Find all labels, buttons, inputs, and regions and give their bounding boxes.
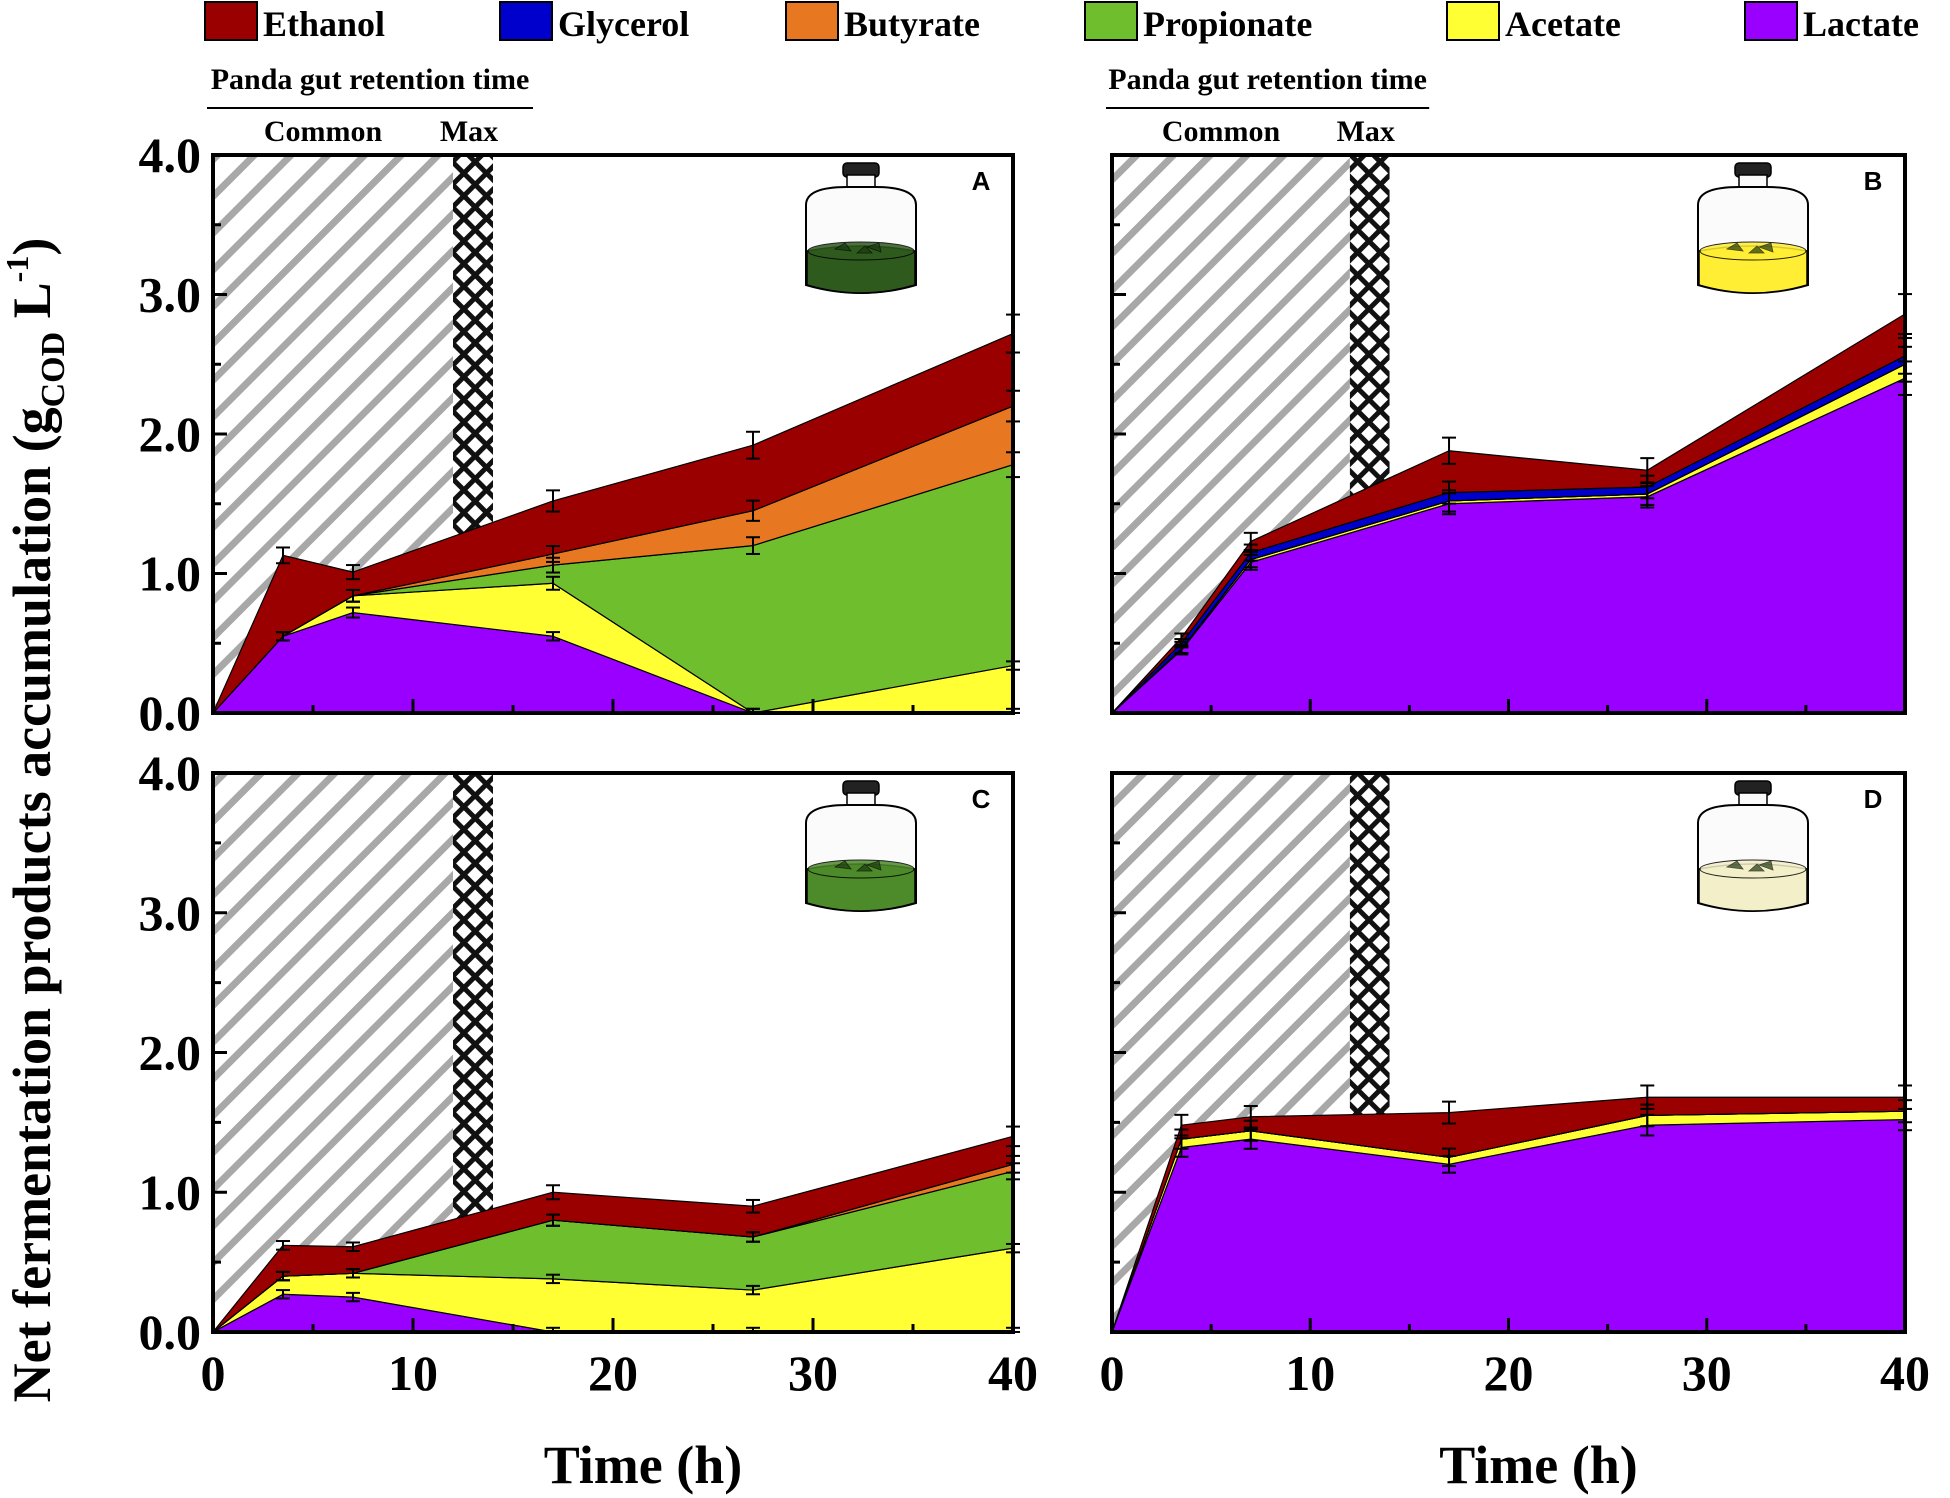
error-bar (346, 588, 360, 603)
legend-label: Glycerol (558, 4, 689, 44)
error-bar (746, 1231, 760, 1243)
retention-common-label: Common (1162, 115, 1281, 148)
error-bar (1442, 480, 1457, 505)
retention-max-label: Max (1337, 115, 1395, 148)
legend-label: Lactate (1803, 4, 1919, 44)
panel-label: B (1864, 166, 1883, 196)
y-tick-label: 3.0 (139, 885, 202, 941)
error-bar (276, 1270, 290, 1282)
legend-swatch (204, 1, 258, 41)
error-bar (546, 1213, 560, 1227)
x-tick-label: 10 (1285, 1345, 1335, 1401)
panel-d: 0 10 20 30 40 Time (h) D (1100, 771, 1930, 1495)
error-bar (746, 499, 760, 522)
legend-label: Ethanol (263, 4, 385, 44)
error-bar (276, 1240, 290, 1251)
legend-swatch (499, 1, 553, 41)
error-bar (546, 545, 560, 563)
error-bar (1243, 531, 1258, 551)
legend-swatch (1084, 1, 1138, 41)
x-tick-label: 20 (588, 1345, 638, 1401)
error-bar (346, 606, 360, 619)
y-axis-title: Net fermentation products accumulation (… (0, 238, 72, 1403)
retention-header-left: Panda gut retention time Common Max (207, 63, 533, 148)
legend-item-glycerol: Glycerol (499, 1, 689, 44)
panel-label: D (1864, 784, 1883, 814)
legend-swatch (785, 1, 839, 41)
legend-item-propionate: Propionate (1084, 1, 1312, 44)
x-tick-label: 0 (201, 1345, 226, 1401)
legend-swatch (1446, 1, 1500, 41)
error-bar (276, 546, 290, 565)
panel-c: 0.0 1.0 2.0 3.0 4.0 0 10 20 30 40 Time (h) C (139, 745, 1039, 1495)
y-tick-label: 0.0 (139, 685, 202, 741)
x-tick-label: 30 (788, 1345, 838, 1401)
panel-b: B (1110, 153, 1912, 715)
error-bar (546, 575, 560, 591)
error-bar (546, 1184, 560, 1201)
x-tick-label: 10 (388, 1345, 438, 1401)
error-bar (546, 489, 560, 513)
error-bar (546, 631, 560, 642)
x-axis-title: Time (h) (544, 1435, 743, 1495)
error-bar (1174, 1113, 1189, 1137)
error-bar (1640, 457, 1655, 484)
error-bar (546, 1273, 560, 1285)
x-tick-label: 20 (1484, 1345, 1534, 1401)
y-tick-label: 0.0 (139, 1304, 202, 1360)
error-bar (346, 564, 360, 581)
error-bar (1640, 1084, 1655, 1110)
y-tick-label: 4.0 (139, 127, 202, 183)
error-bar (746, 430, 760, 460)
legend-item-ethanol: Ethanol (204, 1, 385, 44)
x-tick-label: 40 (1880, 1345, 1930, 1401)
error-bar (346, 1268, 360, 1279)
y-tick-label: 1.0 (139, 1164, 202, 1220)
y-tick-label: 4.0 (139, 745, 202, 801)
legend-label: Butyrate (844, 4, 980, 44)
panel-a: 0.0 1.0 2.0 3.0 4.0 A (139, 127, 1020, 741)
error-bar (746, 1284, 760, 1296)
legend-item-acetate: Acetate (1446, 1, 1621, 44)
retention-title: Panda gut retention time (211, 63, 530, 96)
legend-swatch (1744, 1, 1798, 41)
bioreactor-jar-icon (1697, 780, 1809, 912)
bioreactor-jar-icon (1697, 162, 1809, 294)
y-tick-label: 1.0 (139, 546, 202, 602)
y-tick-label: 3.0 (139, 267, 202, 323)
panels: 0.0 1.0 2.0 3.0 4.0 A B 0.0 1.0 2.0 3.0 4.0 0 10 20 30 4… (139, 127, 1931, 1495)
error-bar (1243, 1105, 1258, 1129)
legend-item-lactate: Lactate (1744, 1, 1919, 44)
panel-label: C (972, 784, 991, 814)
error-bar (1174, 632, 1189, 643)
error-bar (746, 536, 760, 555)
error-bar (1442, 1100, 1457, 1125)
x-tick-label: 40 (988, 1345, 1038, 1401)
legend-label: Acetate (1505, 4, 1621, 44)
retention-title: Panda gut retention time (1108, 63, 1427, 96)
error-bar (1442, 436, 1457, 465)
bioreactor-jar-icon (805, 162, 917, 294)
legend: Ethanol Glycerol Butyrate Propionate Acetate… (204, 1, 1919, 44)
x-tick-label: 30 (1682, 1345, 1732, 1401)
legend-item-butyrate: Butyrate (785, 1, 980, 44)
y-tick-label: 2.0 (139, 1025, 202, 1081)
retention-max-label: Max (440, 115, 498, 148)
panel-label: A (972, 166, 991, 196)
error-bar (276, 631, 290, 642)
error-bar (276, 1289, 290, 1300)
retention-common-label: Common (264, 115, 383, 148)
error-bar (346, 1291, 360, 1303)
error-bar (346, 1241, 360, 1253)
error-bar (1442, 1147, 1457, 1168)
retention-header-right: Panda gut retention time Common Max (1106, 63, 1430, 148)
bioreactor-jar-icon (805, 780, 917, 912)
legend-label: Propionate (1143, 4, 1312, 44)
error-bar (746, 1198, 760, 1214)
y-tick-label: 2.0 (139, 406, 202, 462)
x-tick-label: 0 (1100, 1345, 1125, 1401)
x-axis-title: Time (h) (1439, 1435, 1638, 1495)
